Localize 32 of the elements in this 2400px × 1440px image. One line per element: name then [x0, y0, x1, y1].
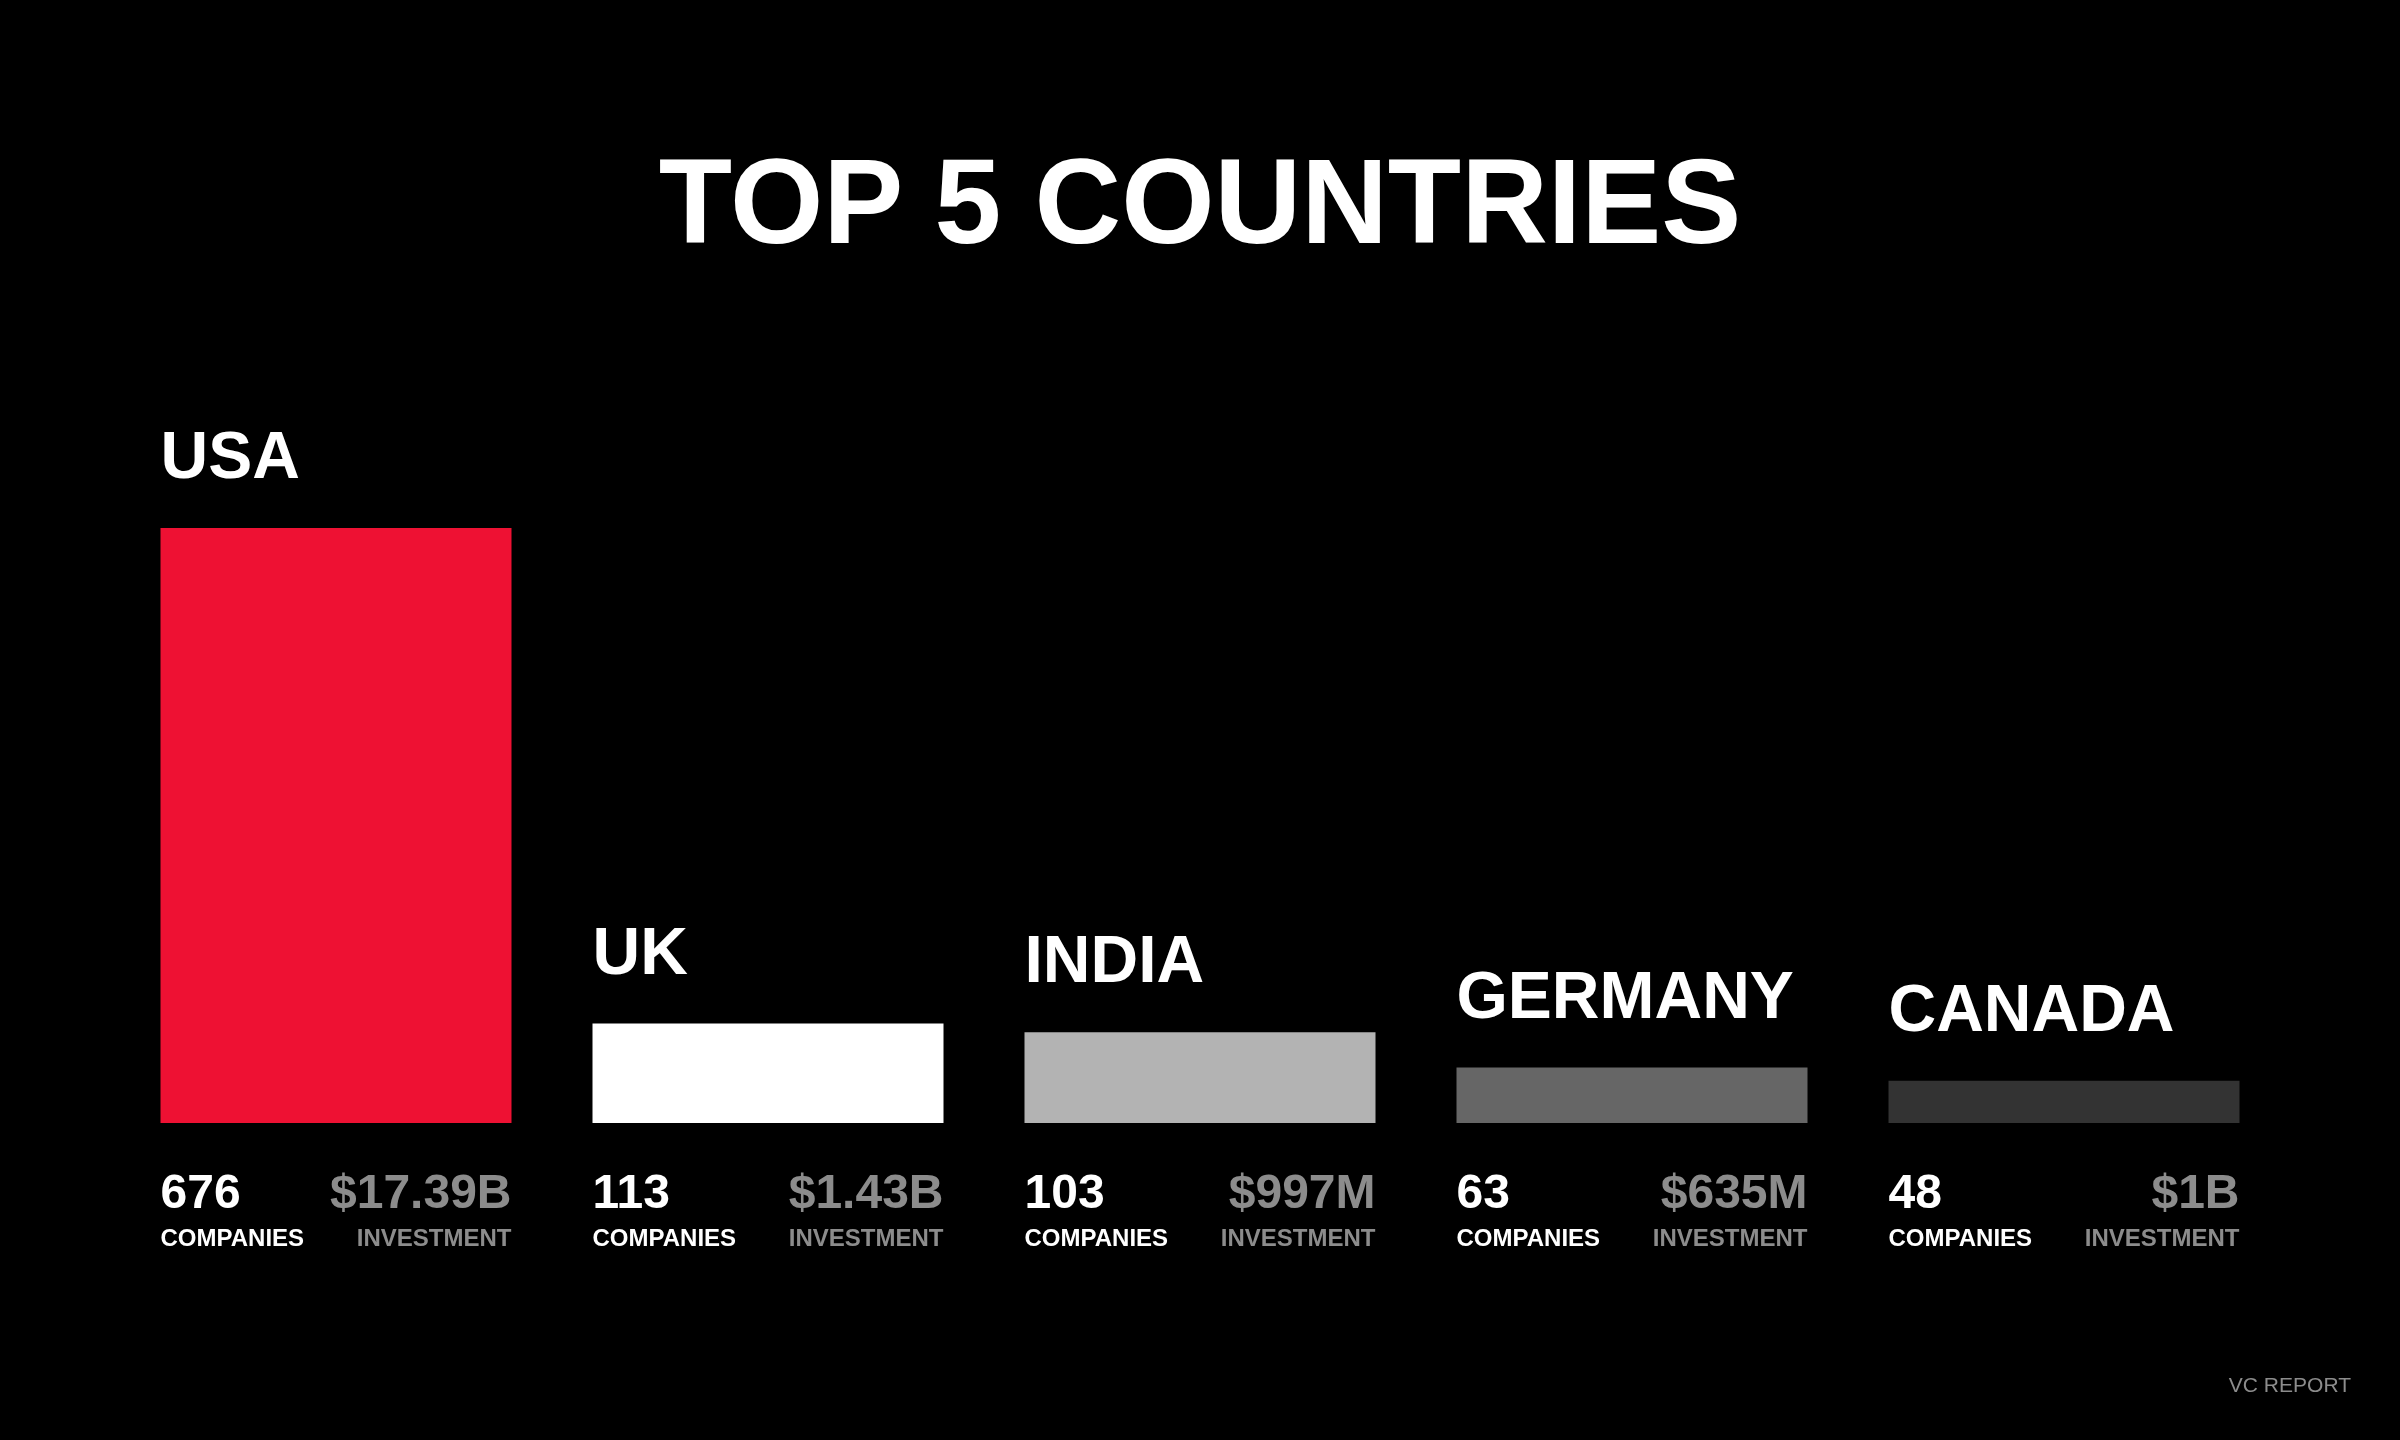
x-tick-label: GERMANY — [1456, 957, 1794, 1032]
text: INVESTMENT — [2084, 1223, 2240, 1251]
text: COMPANIES — [1456, 1223, 1601, 1251]
data-label: 676 — [160, 1164, 241, 1218]
data-label: 103 — [1024, 1164, 1105, 1218]
text: COMPANIES — [1888, 1223, 2033, 1251]
text: $17.39B — [330, 1164, 512, 1218]
bar — [160, 528, 512, 1123]
text: INVESTMENT — [1220, 1223, 1376, 1251]
text: VC REPORT — [2228, 1372, 2352, 1396]
x-tick-label: INDIA — [1024, 922, 1205, 997]
text: COMPANIES — [592, 1223, 737, 1251]
text: INVESTMENT — [788, 1223, 944, 1251]
text: INVESTMENT — [356, 1223, 512, 1251]
text: INVESTMENT — [1652, 1223, 1808, 1251]
text: $635M — [1660, 1164, 1808, 1218]
text: COMPANIES — [160, 1223, 305, 1251]
text: $1B — [2151, 1164, 2240, 1218]
data-label: 63 — [1456, 1164, 1510, 1218]
bar — [1888, 1080, 2240, 1123]
bar — [1024, 1032, 1376, 1123]
text: $997M — [1228, 1164, 1376, 1218]
bar — [592, 1023, 944, 1123]
text: COMPANIES — [1024, 1223, 1169, 1251]
text: $1.43B — [788, 1164, 944, 1218]
x-tick-label: CANADA — [1888, 970, 2175, 1045]
data-label: 113 — [592, 1164, 670, 1218]
x-tick-label: USA — [160, 418, 300, 492]
data-label: 48 — [1888, 1164, 1942, 1218]
chart-title: TOP 5 COUNTRIES — [658, 134, 1742, 268]
x-tick-label: UK — [592, 913, 689, 988]
bar — [1456, 1067, 1808, 1123]
